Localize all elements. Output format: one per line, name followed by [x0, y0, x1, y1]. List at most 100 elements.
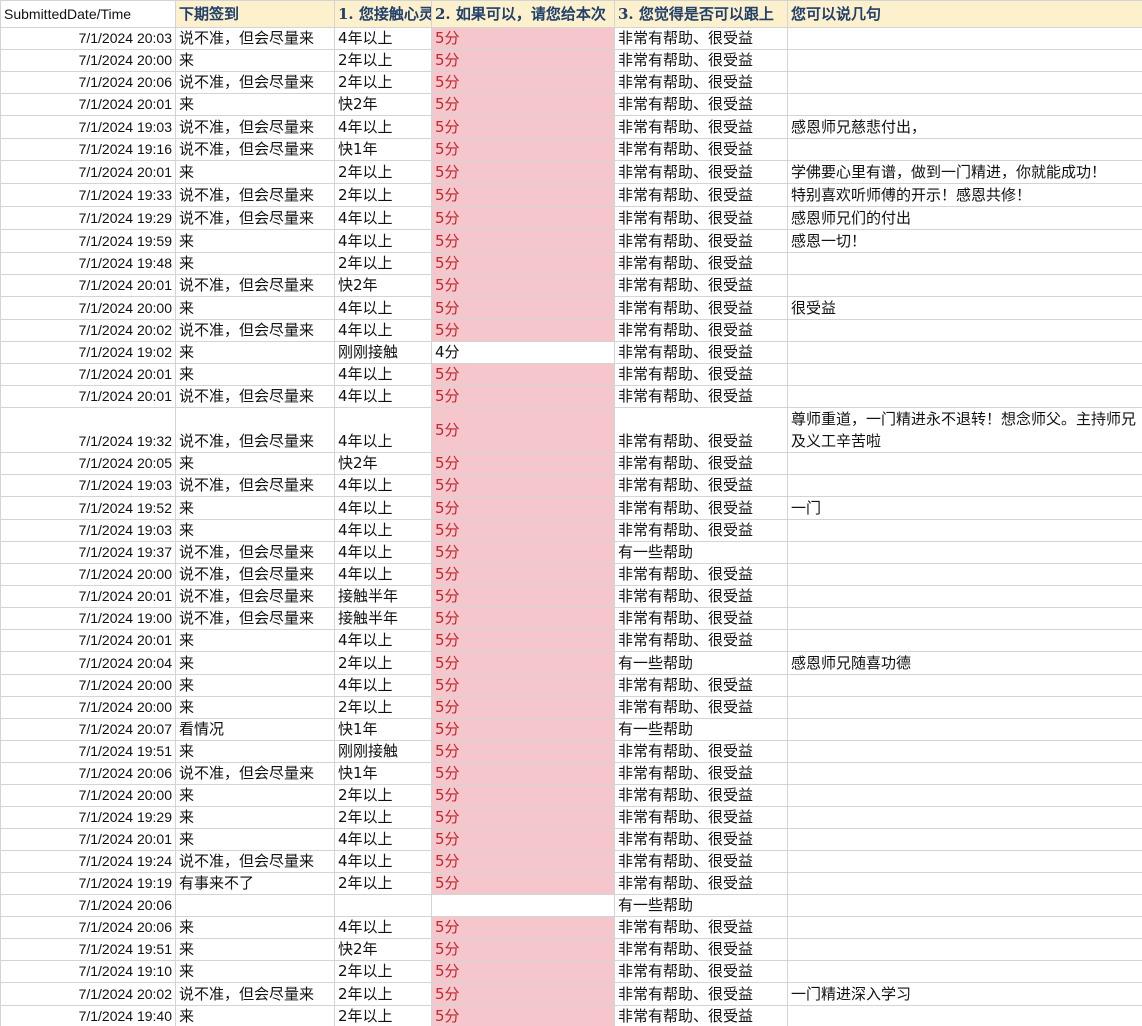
next-signin-cell[interactable]: 说不准，但会尽量来 — [175, 407, 335, 453]
comment-cell[interactable]: 一门精进深入学习 — [787, 982, 1142, 1006]
submitted-time-cell[interactable]: 7/1/2024 20:01 — [0, 828, 176, 851]
next-signin-cell[interactable]: 来 — [175, 938, 335, 961]
comment-cell[interactable] — [787, 385, 1142, 408]
submitted-time-cell[interactable]: 7/1/2024 20:06 — [0, 71, 176, 94]
comment-cell[interactable]: 感恩一切！ — [787, 229, 1142, 253]
rating-cell[interactable]: 5分 — [431, 496, 615, 520]
contact-duration-cell[interactable]: 4年以上 — [334, 674, 432, 697]
next-signin-cell[interactable]: 来 — [175, 960, 335, 983]
next-signin-cell[interactable]: 来 — [175, 784, 335, 807]
comment-cell[interactable] — [787, 806, 1142, 829]
next-signin-cell[interactable]: 说不准，但会尽量来 — [175, 183, 335, 207]
contact-duration-cell[interactable]: 快2年 — [334, 452, 432, 475]
contact-duration-cell[interactable]: 2年以上 — [334, 872, 432, 895]
helpfulness-cell[interactable]: 非常有帮助、很受益 — [614, 385, 788, 408]
rating-cell[interactable]: 5分 — [431, 229, 615, 253]
next-signin-cell[interactable]: 说不准，但会尽量来 — [175, 563, 335, 586]
contact-duration-cell[interactable]: 4年以上 — [334, 27, 432, 50]
comment-cell[interactable] — [787, 1005, 1142, 1026]
helpfulness-cell[interactable]: 非常有帮助、很受益 — [614, 806, 788, 829]
contact-duration-cell[interactable] — [334, 894, 432, 917]
rating-cell[interactable]: 5分 — [431, 982, 615, 1006]
helpfulness-cell[interactable]: 非常有帮助、很受益 — [614, 274, 788, 297]
comment-cell[interactable] — [787, 607, 1142, 630]
next-signin-cell[interactable]: 说不准，但会尽量来 — [175, 71, 335, 94]
helpfulness-cell[interactable]: 非常有帮助、很受益 — [614, 960, 788, 983]
rating-cell[interactable]: 5分 — [431, 960, 615, 983]
contact-duration-cell[interactable]: 2年以上 — [334, 696, 432, 719]
header-cell[interactable]: 2. 如果可以，请您给本次 — [431, 0, 615, 28]
rating-cell[interactable]: 5分 — [431, 541, 615, 564]
helpfulness-cell[interactable]: 非常有帮助、很受益 — [614, 585, 788, 608]
contact-duration-cell[interactable]: 4年以上 — [334, 407, 432, 453]
contact-duration-cell[interactable]: 2年以上 — [334, 71, 432, 94]
comment-cell[interactable] — [787, 696, 1142, 719]
comment-cell[interactable] — [787, 252, 1142, 275]
contact-duration-cell[interactable]: 4年以上 — [334, 916, 432, 939]
contact-duration-cell[interactable]: 4年以上 — [334, 296, 432, 320]
contact-duration-cell[interactable]: 2年以上 — [334, 982, 432, 1006]
submitted-time-cell[interactable]: 7/1/2024 19:19 — [0, 872, 176, 895]
next-signin-cell[interactable] — [175, 894, 335, 917]
helpfulness-cell[interactable]: 有一些帮助 — [614, 894, 788, 917]
submitted-time-cell[interactable]: 7/1/2024 20:02 — [0, 319, 176, 342]
rating-cell[interactable]: 5分 — [431, 696, 615, 719]
helpfulness-cell[interactable]: 非常有帮助、很受益 — [614, 762, 788, 785]
helpfulness-cell[interactable]: 非常有帮助、很受益 — [614, 674, 788, 697]
rating-cell[interactable]: 5分 — [431, 762, 615, 785]
rating-cell[interactable]: 5分 — [431, 183, 615, 207]
helpfulness-cell[interactable]: 非常有帮助、很受益 — [614, 319, 788, 342]
submitted-time-cell[interactable]: 7/1/2024 19:03 — [0, 519, 176, 542]
comment-cell[interactable] — [787, 828, 1142, 851]
helpfulness-cell[interactable]: 非常有帮助、很受益 — [614, 740, 788, 763]
next-signin-cell[interactable]: 说不准，但会尽量来 — [175, 982, 335, 1006]
submitted-time-cell[interactable]: 7/1/2024 19:51 — [0, 938, 176, 961]
rating-cell[interactable]: 5分 — [431, 27, 615, 50]
contact-duration-cell[interactable]: 4年以上 — [334, 206, 432, 230]
next-signin-cell[interactable]: 说不准，但会尽量来 — [175, 385, 335, 408]
submitted-time-cell[interactable]: 7/1/2024 20:00 — [0, 674, 176, 697]
submitted-time-cell[interactable]: 7/1/2024 20:06 — [0, 762, 176, 785]
next-signin-cell[interactable]: 说不准，但会尽量来 — [175, 206, 335, 230]
contact-duration-cell[interactable]: 4年以上 — [334, 850, 432, 873]
submitted-time-cell[interactable]: 7/1/2024 20:00 — [0, 296, 176, 320]
comment-cell[interactable] — [787, 718, 1142, 741]
rating-cell[interactable]: 5分 — [431, 160, 615, 184]
submitted-time-cell[interactable]: 7/1/2024 19:00 — [0, 607, 176, 630]
contact-duration-cell[interactable]: 接触半年 — [334, 607, 432, 630]
helpfulness-cell[interactable]: 非常有帮助、很受益 — [614, 474, 788, 497]
next-signin-cell[interactable]: 说不准，但会尽量来 — [175, 585, 335, 608]
rating-cell[interactable]: 5分 — [431, 115, 615, 139]
next-signin-cell[interactable]: 有事来不了 — [175, 872, 335, 895]
comment-cell[interactable] — [787, 452, 1142, 475]
submitted-time-cell[interactable]: 7/1/2024 19:59 — [0, 229, 176, 253]
submitted-time-cell[interactable]: 7/1/2024 20:00 — [0, 696, 176, 719]
contact-duration-cell[interactable]: 快2年 — [334, 93, 432, 116]
next-signin-cell[interactable]: 说不准，但会尽量来 — [175, 138, 335, 161]
comment-cell[interactable] — [787, 541, 1142, 564]
header-cell[interactable]: 您可以说几句 — [787, 0, 1142, 28]
submitted-time-cell[interactable]: 7/1/2024 19:29 — [0, 206, 176, 230]
rating-cell[interactable]: 5分 — [431, 674, 615, 697]
next-signin-cell[interactable]: 来 — [175, 674, 335, 697]
next-signin-cell[interactable]: 来 — [175, 363, 335, 386]
contact-duration-cell[interactable]: 4年以上 — [334, 385, 432, 408]
next-signin-cell[interactable]: 看情况 — [175, 718, 335, 741]
rating-cell[interactable]: 5分 — [431, 474, 615, 497]
next-signin-cell[interactable]: 来 — [175, 229, 335, 253]
helpfulness-cell[interactable]: 非常有帮助、很受益 — [614, 49, 788, 72]
rating-cell[interactable]: 5分 — [431, 274, 615, 297]
helpfulness-cell[interactable]: 非常有帮助、很受益 — [614, 229, 788, 253]
comment-cell[interactable] — [787, 563, 1142, 586]
helpfulness-cell[interactable]: 非常有帮助、很受益 — [614, 71, 788, 94]
rating-cell[interactable]: 5分 — [431, 452, 615, 475]
submitted-time-cell[interactable]: 7/1/2024 20:03 — [0, 27, 176, 50]
next-signin-cell[interactable]: 来 — [175, 519, 335, 542]
helpfulness-cell[interactable]: 非常有帮助、很受益 — [614, 183, 788, 207]
contact-duration-cell[interactable]: 4年以上 — [334, 474, 432, 497]
helpfulness-cell[interactable]: 非常有帮助、很受益 — [614, 563, 788, 586]
contact-duration-cell[interactable]: 2年以上 — [334, 160, 432, 184]
contact-duration-cell[interactable]: 2年以上 — [334, 183, 432, 207]
next-signin-cell[interactable]: 说不准，但会尽量来 — [175, 541, 335, 564]
submitted-time-cell[interactable]: 7/1/2024 20:05 — [0, 452, 176, 475]
